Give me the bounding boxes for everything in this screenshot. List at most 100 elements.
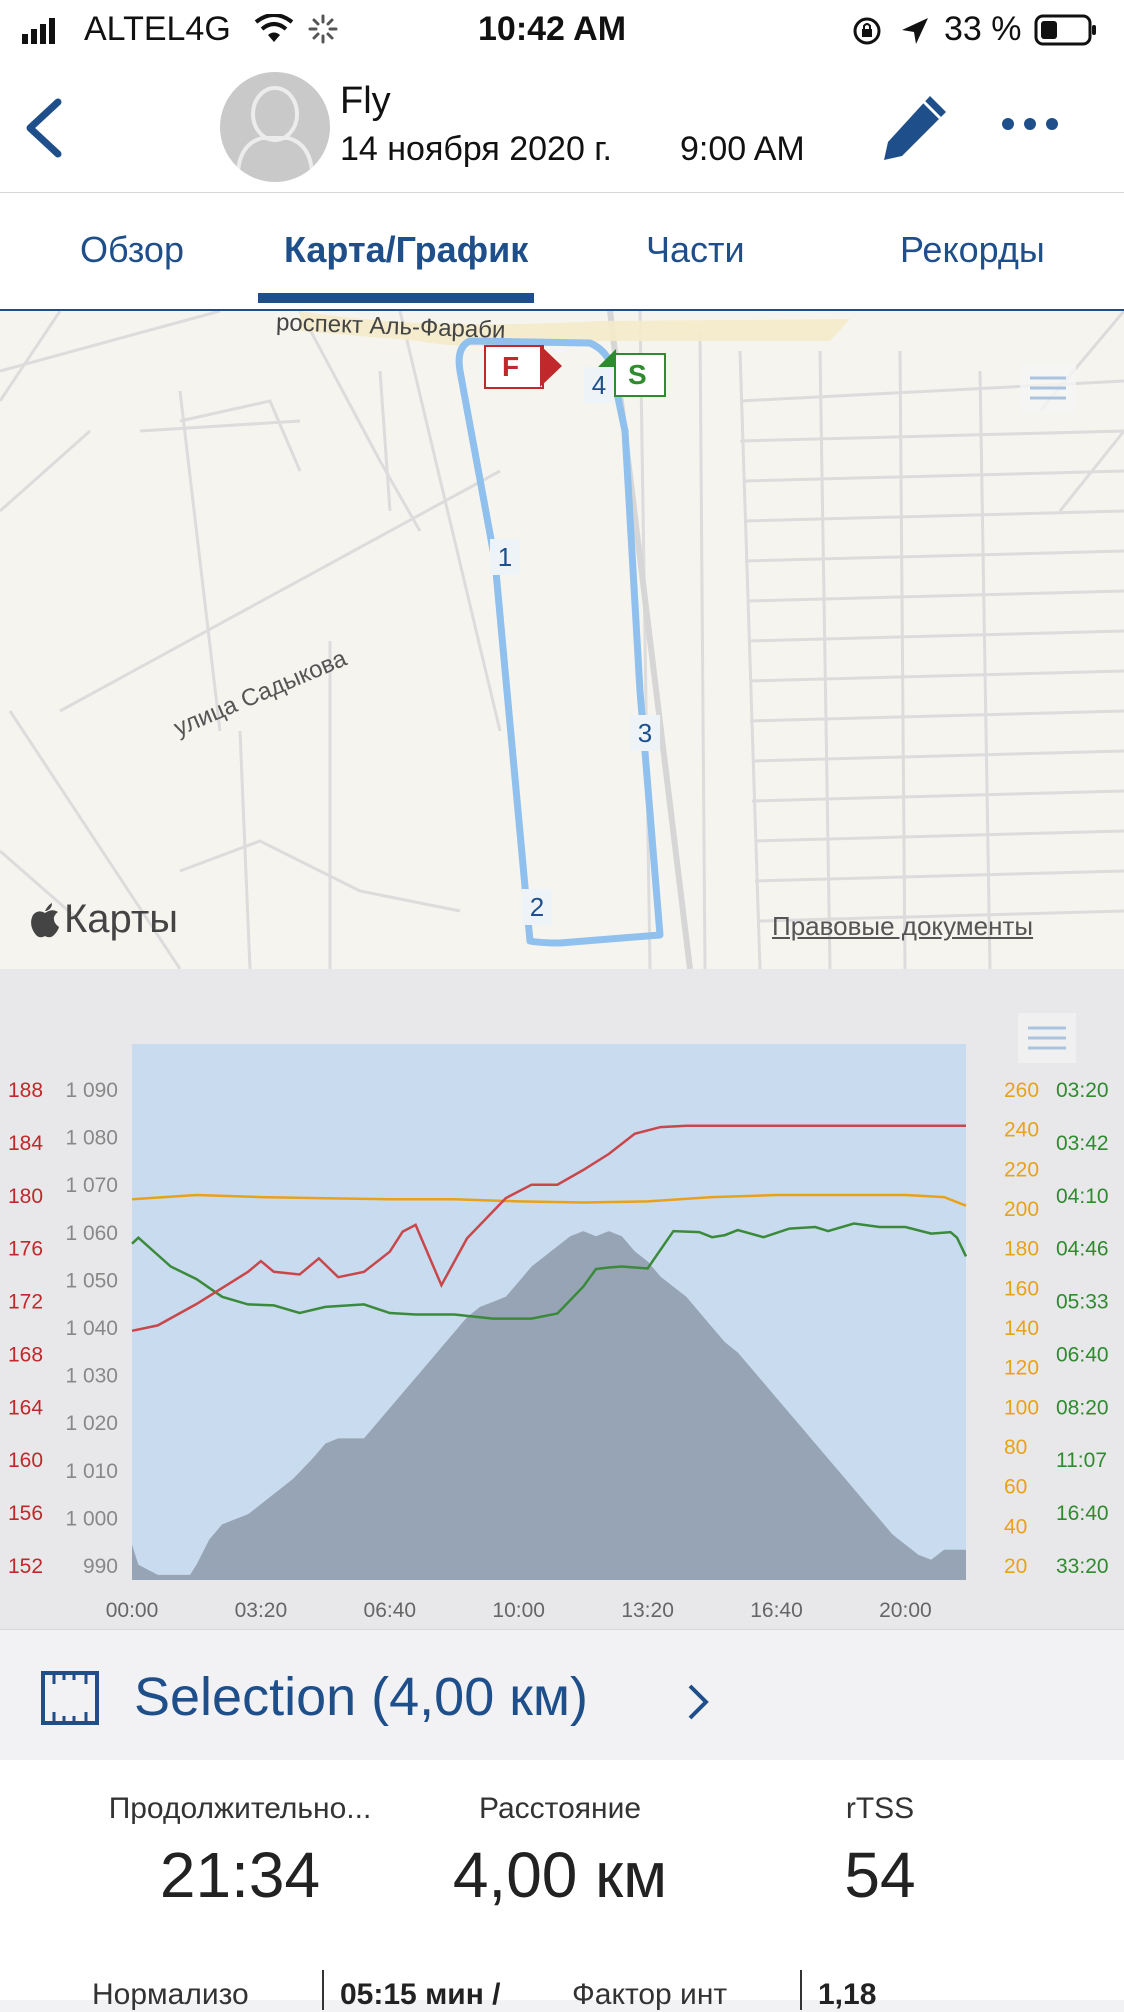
pace-tick-label: 16:40 bbox=[1056, 1502, 1109, 1525]
hr-tick-label: 164 bbox=[8, 1396, 43, 1419]
summary-stats: Продолжительно... 21:34 Расстояние 4,00 … bbox=[0, 1760, 1124, 2011]
cadence-tick-label: 80 bbox=[1004, 1436, 1027, 1459]
battery-icon bbox=[1034, 14, 1096, 46]
cadence-tick-label: 180 bbox=[1004, 1238, 1039, 1261]
hr-tick-label: 180 bbox=[8, 1185, 43, 1208]
pace-tick-label: 06:40 bbox=[1056, 1343, 1109, 1366]
rotation-lock-icon bbox=[853, 17, 881, 45]
cadence-tick-label: 220 bbox=[1004, 1158, 1039, 1181]
finish-marker[interactable]: F bbox=[484, 345, 544, 389]
series-elevation-area bbox=[132, 1231, 966, 1580]
signal-icon bbox=[22, 18, 55, 44]
ruler-segment-icon bbox=[41, 1671, 99, 1725]
battery-percent: 33 % bbox=[944, 10, 1022, 48]
tab-overview[interactable]: Обзор bbox=[80, 229, 184, 270]
activity-spinner-icon bbox=[308, 14, 338, 44]
split-marker-4[interactable]: 4 bbox=[584, 367, 614, 403]
hr-tick-label: 176 bbox=[8, 1238, 43, 1261]
activity-header: Fly 14 ноября 2020 г. 9:00 AM bbox=[0, 62, 1124, 193]
activity-time: 9:00 AM bbox=[680, 130, 805, 168]
x-tick-label: 00:00 bbox=[106, 1599, 159, 1622]
hr-tick-label: 168 bbox=[8, 1343, 43, 1366]
pace-tick-label: 04:46 bbox=[1056, 1238, 1109, 1261]
cadence-tick-label: 100 bbox=[1004, 1396, 1039, 1419]
tab-records[interactable]: Рекорды bbox=[900, 229, 1045, 270]
pace-tick-label: 04:10 bbox=[1056, 1185, 1109, 1208]
cadence-tick-label: 140 bbox=[1004, 1317, 1039, 1340]
series-heart-rate-line bbox=[131, 1124, 966, 1333]
pace-tick-label: 33:20 bbox=[1056, 1555, 1109, 1578]
cadence-tick-label: 120 bbox=[1004, 1357, 1039, 1380]
stat-label-intensity: Фактор инт bbox=[572, 1978, 728, 2011]
stat-label-rtss: rTSS bbox=[845, 1792, 915, 1825]
pace-tick-label: 03:42 bbox=[1056, 1132, 1109, 1155]
stat-label-normalized: Нормализо bbox=[92, 1978, 249, 2011]
finish-flag-tip-icon bbox=[540, 345, 562, 387]
elevation-tick-label: 1 050 bbox=[65, 1269, 118, 1292]
status-bar: ALTEL4G 10:42 AM 33 % bbox=[0, 0, 1124, 62]
cadence-tick-label: 40 bbox=[1004, 1515, 1027, 1538]
stat-value-normalized: 05:15 мин / bbox=[340, 1978, 501, 2011]
start-flag-tip-icon bbox=[596, 349, 616, 369]
elevation-tick-label: 1 080 bbox=[65, 1127, 118, 1150]
carrier-label: ALTEL4G bbox=[84, 10, 231, 48]
pencil-icon[interactable] bbox=[876, 90, 952, 166]
hr-tick-label: 184 bbox=[8, 1132, 43, 1155]
pace-tick-label: 08:20 bbox=[1056, 1396, 1109, 1419]
pace-tick-label: 05:33 bbox=[1056, 1291, 1109, 1314]
more-dots-icon[interactable] bbox=[998, 112, 1062, 136]
x-tick-label: 10:00 bbox=[492, 1599, 545, 1622]
elevation-tick-label: 1 090 bbox=[65, 1079, 118, 1102]
stat-label-duration: Продолжительно... bbox=[108, 1792, 372, 1825]
tab-laps[interactable]: Части bbox=[646, 229, 745, 270]
route-map[interactable]: роспект Аль-Фараби улица Садыкова F S 1 … bbox=[0, 311, 1124, 969]
tab-map-chart[interactable]: Карта/График bbox=[284, 229, 529, 270]
legal-documents-link[interactable]: Правовые документы bbox=[772, 911, 1034, 941]
stat-value-duration: 21:34 bbox=[159, 1839, 321, 1911]
map-canvas[interactable] bbox=[0, 311, 1124, 969]
x-tick-label: 03:20 bbox=[235, 1599, 288, 1622]
tab-bar: Обзор Карта/График Части Рекорды bbox=[0, 193, 1124, 311]
x-tick-label: 16:40 bbox=[750, 1599, 803, 1622]
chevron-right-icon[interactable] bbox=[686, 1682, 710, 1722]
split-marker-2[interactable]: 2 bbox=[522, 889, 552, 925]
cadence-tick-label: 20 bbox=[1004, 1555, 1027, 1578]
x-tick-label: 20:00 bbox=[879, 1599, 932, 1622]
map-menu-icon[interactable] bbox=[1020, 363, 1076, 413]
stat-label-distance: Расстояние bbox=[478, 1792, 642, 1825]
series-cadence-line bbox=[131, 1193, 967, 1207]
elevation-tick-label: 1 040 bbox=[65, 1317, 118, 1340]
stat-value-intensity: 1,18 bbox=[818, 1978, 877, 2011]
stat-value-distance: 4,00 км bbox=[452, 1839, 668, 1911]
active-tab-indicator bbox=[258, 293, 534, 303]
cadence-tick-label: 260 bbox=[1004, 1079, 1039, 1102]
avatar[interactable] bbox=[220, 72, 330, 182]
stat-divider bbox=[800, 1970, 802, 2010]
cadence-tick-label: 240 bbox=[1004, 1119, 1039, 1142]
activity-date: 14 ноября 2020 г. bbox=[340, 130, 612, 168]
split-marker-1[interactable]: 1 bbox=[490, 539, 520, 575]
wifi-icon bbox=[254, 14, 294, 42]
hr-tick-label: 152 bbox=[8, 1555, 43, 1578]
apple-logo-icon bbox=[31, 903, 59, 938]
clock: 10:42 AM bbox=[478, 10, 627, 48]
cadence-tick-label: 60 bbox=[1004, 1476, 1027, 1499]
selection-label[interactable]: Selection (4,00 км) bbox=[134, 1667, 588, 1727]
split-marker-3[interactable]: 3 bbox=[630, 715, 660, 751]
start-marker[interactable]: S bbox=[614, 353, 666, 397]
hr-tick-label: 160 bbox=[8, 1449, 43, 1472]
activity-title: Fly bbox=[340, 80, 391, 122]
chart-canvas[interactable]: 152 156 160 164 168 172 176 180 184 188 990 1 000 1 … bbox=[0, 969, 1124, 1629]
chevron-left-icon[interactable] bbox=[20, 96, 70, 160]
activity-chart[interactable]: 152 156 160 164 168 172 176 180 184 188 990 1 000 1 … bbox=[0, 969, 1124, 1629]
hr-tick-label: 188 bbox=[8, 1079, 43, 1102]
elevation-tick-label: 1 020 bbox=[65, 1412, 118, 1435]
elevation-tick-label: 1 070 bbox=[65, 1174, 118, 1197]
chart-menu-icon[interactable] bbox=[1018, 1013, 1076, 1063]
stat-divider bbox=[322, 1970, 324, 2010]
elevation-tick-label: 990 bbox=[83, 1555, 118, 1578]
selection-row[interactable]: Selection (4,00 км) bbox=[0, 1629, 1124, 1761]
pace-tick-label: 11:07 bbox=[1056, 1449, 1107, 1472]
elevation-tick-label: 1 030 bbox=[65, 1365, 118, 1388]
x-tick-label: 06:40 bbox=[364, 1599, 417, 1622]
